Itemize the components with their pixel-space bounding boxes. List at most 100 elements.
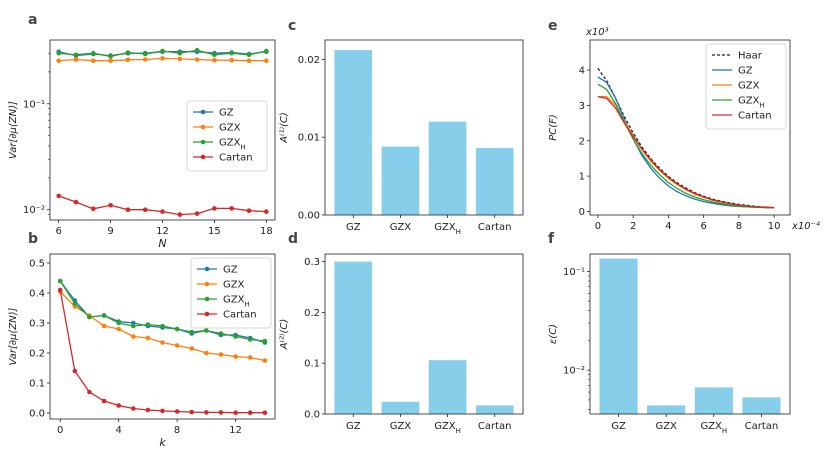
data-point-GZX_H [204, 328, 209, 333]
data-point-Cartan [116, 403, 121, 408]
axes-frame [324, 253, 524, 415]
legend-marker-GZX_H [200, 139, 206, 145]
data-point-GZX [189, 346, 194, 351]
x-tick-label: 4 [665, 221, 671, 232]
legend-label-GZX: GZX [223, 280, 245, 291]
panel-label: a [28, 12, 37, 28]
data-point-GZX [204, 350, 209, 356]
data-point-Cartan [72, 368, 78, 374]
y-tick-label: 2 [579, 136, 585, 147]
plot-area [597, 67, 775, 209]
x-category-label: GZXH [434, 222, 461, 236]
bar-GZX [381, 401, 420, 414]
y-tick-label: 0.0 [304, 410, 320, 421]
data-point-Cartan [264, 209, 269, 214]
y-multiplier-label: x10³ [585, 27, 609, 38]
data-point-Cartan [131, 406, 136, 411]
data-point-Cartan [189, 409, 194, 415]
legend-label-GZX-base: GZX [219, 123, 241, 134]
data-point-GZX [262, 358, 268, 363]
legend-label-Cartan: Cartan [219, 153, 253, 164]
y-tick-label: 0 [579, 207, 585, 218]
data-point-GZX [73, 57, 79, 62]
x-category-label-base: GZX [390, 421, 412, 432]
panel-label: e [548, 18, 558, 34]
data-point-GZX [218, 352, 224, 357]
bar-GZX_H [428, 360, 467, 414]
bar-Cartan [475, 405, 514, 414]
x-category-label: GZ [346, 222, 361, 233]
y-axis-label: Var[∂μ⟨ZN⟩] [8, 101, 19, 159]
legend-marker-GZ [204, 266, 210, 272]
y-tick-label: 0.2 [304, 308, 320, 319]
bar-GZX_H [428, 121, 467, 215]
y-tick-label: 0.2 [29, 349, 45, 360]
x-axis-label: N [158, 237, 166, 250]
data-point-Cartan [91, 206, 96, 212]
data-point-Cartan [218, 410, 224, 415]
y-tick-label: 3 [579, 101, 585, 112]
data-point-Cartan [177, 212, 183, 217]
data-point-GZX_H [229, 50, 234, 56]
data-point-Cartan [204, 410, 209, 415]
data-point-Cartan [212, 206, 217, 211]
data-point-GZX_H [73, 52, 79, 58]
axes-frame [324, 39, 524, 216]
legend-label-GZX-base: GZX [738, 81, 760, 92]
data-point-GZX_H [174, 326, 180, 332]
x-category-label-base: GZX [700, 421, 722, 432]
legend-label-Cartan-base: Cartan [738, 111, 772, 122]
x-tick-label: 8 [174, 425, 180, 436]
y-tick-label: 0.1 [29, 379, 45, 390]
y-axis-label: PC(F) [548, 114, 559, 141]
data-point-Cartan [246, 208, 252, 213]
axes-frame [49, 253, 276, 420]
panel-e: e0 2 4 6 8 1001234PC(F)x10⁻⁴x10³HaarGZGZXGZXH… [548, 18, 820, 232]
legend-marker-Cartan [204, 311, 210, 317]
y-tick-label: 0.3 [29, 319, 45, 330]
panel-b: b 0 4 8 12 0.0 0.1 0.2 0.3 0.4 0.5 k Var[∂μ⟨ZN⟩] GZ GZ… [8, 231, 276, 449]
x-category-label: GZX [390, 421, 412, 432]
x-category-label-base: GZX [434, 222, 456, 233]
x-multiplier-label: x10⁻⁴ [791, 220, 820, 232]
y-axis-label: ε(C) [548, 324, 559, 344]
data-point-Cartan [247, 410, 253, 416]
x-category-label-base: GZ [346, 421, 361, 432]
data-point-GZX_H [218, 331, 224, 336]
legend-label-GZX_H: GZXH [223, 295, 250, 309]
x-tick-label: 10 [768, 221, 781, 232]
y-axis-label: A⁽¹⁾(C) [279, 112, 290, 144]
data-point-GZX [56, 58, 61, 63]
data-point-GZX [101, 323, 107, 329]
x-category-label-base: GZ [346, 222, 361, 233]
legend-label-GZX_H-sub: H [759, 102, 764, 110]
x-category-label: Cartan [478, 421, 512, 432]
data-point-Cartan [57, 287, 63, 293]
data-point-GZX [174, 343, 180, 348]
legend-label-Cartan: Cartan [223, 310, 257, 321]
x-tick-label: 12 [156, 226, 169, 237]
x-category-label: GZXH [434, 421, 461, 435]
data-point-Cartan [174, 409, 180, 414]
data-point-Cartan [125, 207, 131, 212]
y-tick-label: 0.1 [304, 359, 320, 370]
y-tick-label: 0.0 [29, 409, 45, 420]
x-category-label: GZX [390, 222, 412, 233]
y-axis-label: A⁽²⁾(C) [279, 319, 290, 351]
legend-label-Cartan-base: Cartan [219, 153, 253, 164]
x-category-label: GZX [655, 421, 677, 432]
bar-Cartan [475, 148, 514, 215]
data-point-GZX_H [177, 50, 183, 56]
data-point-GZX_H [87, 314, 92, 320]
data-point-Cartan [56, 193, 61, 199]
legend-label-Cartan: Cartan [738, 111, 772, 122]
legend-label-GZX_H-base: GZX [223, 295, 245, 306]
data-point-Cartan [229, 206, 234, 211]
panel-label: f [548, 231, 555, 247]
data-point-GZX [91, 58, 96, 63]
data-point-GZX_H [194, 48, 200, 53]
